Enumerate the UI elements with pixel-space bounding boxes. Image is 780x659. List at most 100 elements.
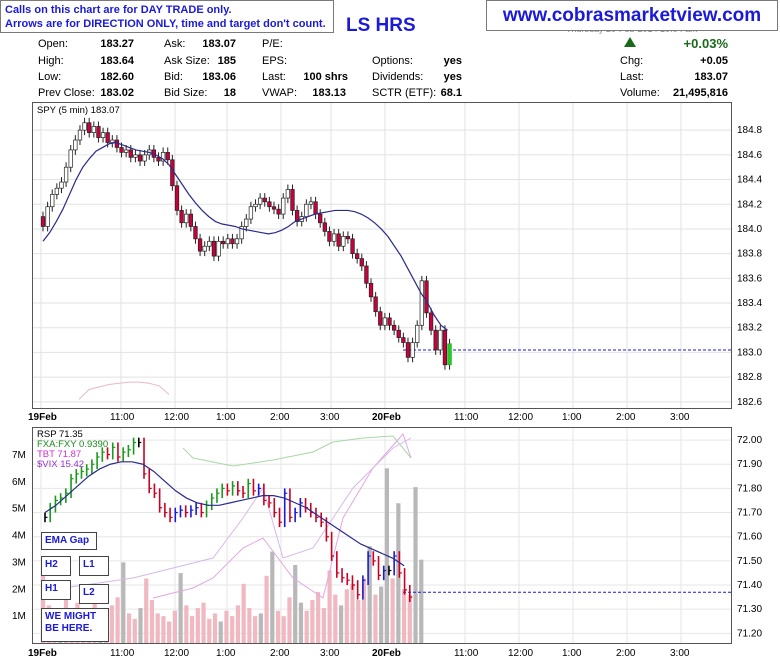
h1-label: H1: [41, 580, 71, 600]
candle-body: [156, 156, 161, 162]
volume-bar: [144, 578, 149, 643]
candle-body: [45, 206, 50, 227]
candle-body: [428, 312, 434, 331]
ind-x-tick: 12:00: [508, 648, 533, 659]
ask-label: Ask:: [164, 38, 186, 50]
ind-x-tick: 1:00: [562, 648, 582, 659]
candle-body: [110, 139, 115, 143]
candle-body: [40, 216, 46, 227]
ind-x-tick: 2:00: [270, 648, 290, 659]
volume-bar: [367, 546, 372, 643]
price-x-tick: 2:00: [616, 412, 636, 423]
volume-bar: [401, 589, 407, 643]
volume-bar: [413, 487, 418, 643]
bid-label: Bid:: [164, 71, 183, 83]
candle-body: [63, 166, 69, 183]
price-legend: SPY (5 min) 183.07: [37, 105, 120, 116]
ind-y-tick: 71.40: [737, 580, 762, 591]
ind-y-tick: 71.70: [737, 508, 762, 519]
volume-bar: [138, 608, 143, 643]
candle-body: [202, 245, 207, 252]
price-y-tick: 183.4: [737, 298, 762, 309]
price-y-tick: 184.4: [737, 175, 762, 186]
volume-bar: [178, 573, 183, 643]
volume-bar: [224, 610, 229, 643]
price-x-tick: 3:00: [670, 412, 690, 423]
ask-size-value: 185: [217, 55, 236, 67]
price-y-tick: 182.8: [737, 372, 762, 383]
volume-bar: [310, 600, 315, 643]
volume-tick: 7M: [12, 450, 26, 461]
tbt-legend: TBT 71.87: [37, 449, 82, 460]
volume-bar: [333, 594, 338, 643]
volume-tick: 2M: [12, 584, 26, 595]
candle-body: [160, 152, 166, 162]
volume-bar: [126, 613, 132, 643]
candle-body: [54, 187, 60, 195]
volume-bar: [155, 613, 160, 643]
up-arrow-icon: [624, 37, 636, 47]
ind-x-tick: 3:00: [320, 648, 340, 659]
ema-gap-label: EMA Gap: [41, 532, 97, 550]
volume-bar: [207, 618, 212, 643]
candle-body: [294, 210, 300, 222]
ind-y-tick: 71.30: [737, 604, 762, 615]
candle-body: [276, 208, 281, 215]
notice-line-1: Calls on this chart are for DAY TRADE on…: [5, 4, 232, 16]
candle-body: [345, 236, 351, 240]
candle-body: [285, 189, 291, 199]
candle-body: [415, 324, 420, 343]
candle-body: [281, 197, 286, 215]
candle-body: [368, 282, 374, 298]
volume-bar: [275, 610, 281, 643]
note-line-1: WE MIGHT: [45, 611, 97, 622]
options-label: Options:: [372, 55, 413, 67]
volume-bar: [361, 578, 367, 643]
website-link[interactable]: www.cobrasmarketview.com: [486, 0, 778, 31]
candle-body: [438, 329, 443, 351]
candle-body: [100, 132, 106, 138]
dividends-label: Dividends:: [372, 71, 424, 83]
volume-tick: 1M: [12, 611, 26, 622]
candle-body: [137, 154, 143, 162]
vwap-label: VWAP:: [262, 87, 298, 99]
price-y-tick: 184.2: [737, 199, 762, 210]
ind-y-tick: 71.90: [737, 459, 762, 470]
candle-body: [318, 213, 323, 224]
indicator-chart: [33, 428, 731, 643]
volume-bar: [327, 570, 332, 643]
h2-label: H2: [41, 556, 71, 576]
candle-body: [230, 238, 235, 245]
low-value: 182.60: [100, 71, 134, 83]
volume-bar: [167, 621, 172, 643]
low-label: Low:: [38, 71, 62, 83]
candle-body: [128, 149, 133, 158]
notice-line-2: Arrows are for DIRECTION ONLY, time and …: [5, 18, 326, 30]
fxa-line: [182, 435, 412, 467]
volume-bar: [132, 618, 137, 643]
price-ema-line: [42, 141, 448, 331]
candle-body: [359, 258, 364, 267]
ind-x-tick: 20Feb: [372, 648, 401, 659]
price-y-tick: 184.0: [737, 224, 762, 235]
ind-x-tick: 11:00: [454, 648, 479, 659]
candle-body: [391, 324, 397, 331]
candle-body: [73, 139, 78, 151]
dividends-value: yes: [443, 71, 462, 83]
price-y-tick: 182.6: [737, 397, 762, 408]
candle-body: [322, 222, 327, 232]
candle-body: [304, 203, 309, 217]
candle-body: [207, 240, 212, 247]
rsp-legend: RSP 71.35: [37, 429, 83, 440]
candle-body: [248, 206, 254, 220]
volume-bar: [115, 597, 120, 643]
candle-body: [184, 213, 189, 224]
volume-bar: [235, 605, 241, 643]
candle-body: [267, 201, 272, 208]
candle-body: [165, 152, 170, 161]
open-value: 183.27: [100, 38, 134, 50]
price-y-tick: 184.6: [737, 150, 762, 161]
ind-y-tick: 71.50: [737, 556, 762, 567]
prev-close-value: 183.02: [100, 87, 134, 99]
